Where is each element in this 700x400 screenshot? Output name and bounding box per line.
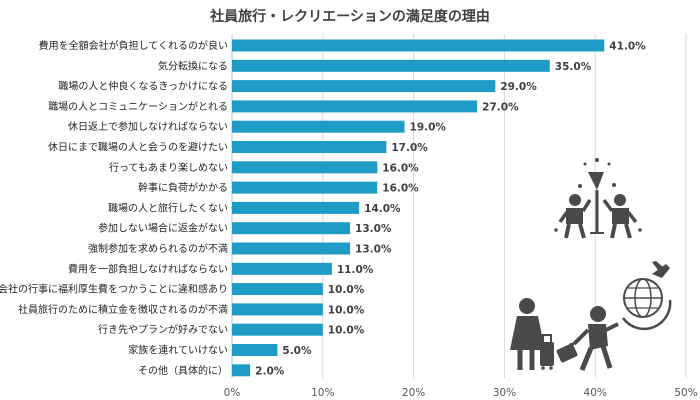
category-label: 費用を全額会社が負担してくれるのが良い: [39, 39, 228, 52]
bar: [232, 262, 332, 275]
value-label: 10.0%: [328, 284, 365, 296]
party-people-icon: [554, 158, 642, 239]
bar: [232, 39, 605, 52]
category-label: 職場の人と仲良くなるきっかけになる: [58, 80, 228, 93]
bar: [232, 283, 323, 296]
value-label: 14.0%: [364, 203, 401, 215]
x-tick-label: 30%: [493, 387, 516, 399]
bar: [232, 141, 387, 153]
bar: [232, 181, 378, 194]
bar: [232, 80, 496, 93]
value-label: 17.0%: [391, 142, 428, 154]
bar: [232, 120, 405, 133]
category-label: 強制参加を求められるのが不満: [88, 242, 228, 255]
value-label: 27.0%: [482, 101, 519, 113]
category-label: 費用を一部負担しなければならない: [68, 262, 228, 275]
bar: [232, 242, 351, 255]
value-label: 2.0%: [255, 365, 285, 377]
travelers-luggage-icon: [510, 298, 619, 371]
bar: [232, 201, 360, 214]
value-label: 41.0%: [609, 41, 646, 53]
value-label: 11.0%: [337, 264, 374, 276]
bar: [232, 323, 323, 336]
globe-airplane-icon: [621, 261, 672, 331]
bar: [232, 364, 251, 377]
value-label: 13.0%: [355, 244, 392, 256]
category-label: 行ってもあまり楽しめない: [109, 161, 228, 174]
bar: [232, 161, 378, 174]
category-label: 行き先やプランが好みでない: [98, 323, 228, 336]
value-label: 10.0%: [328, 304, 365, 316]
x-tick-label: 50%: [674, 387, 697, 399]
category-label: 職場の人と旅行したくない: [108, 201, 228, 214]
value-label: 35.0%: [555, 61, 592, 73]
value-label: 16.0%: [382, 183, 419, 195]
bar: [232, 303, 323, 316]
value-label: 19.0%: [410, 122, 447, 134]
category-label: 休日にまで職場の人と会うのを避けたい: [48, 141, 228, 154]
category-label: 家族を連れていけない: [128, 344, 228, 357]
bar: [232, 222, 351, 235]
value-label: 10.0%: [328, 325, 365, 337]
bar: [232, 59, 550, 72]
value-label: 29.0%: [500, 81, 537, 93]
category-label: 会社の行事に福利厚生費をつかうことに違和感あり: [0, 283, 228, 296]
x-tick-label: 40%: [584, 387, 607, 399]
value-label: 13.0%: [355, 223, 392, 235]
category-label: その他（具体的に）: [138, 364, 228, 377]
category-label: 休日返上で参加しなければならない: [68, 120, 228, 133]
x-tick-label: 10%: [311, 387, 334, 399]
x-tick-label: 0%: [224, 387, 241, 399]
category-label: 気分転換になる: [158, 59, 228, 72]
chart-title: 社員旅行・レクリエーションの満足度の理由: [210, 9, 490, 25]
category-label: 幹事に負荷がかかる: [138, 181, 228, 194]
x-tick-label: 20%: [402, 387, 425, 399]
value-label: 16.0%: [382, 162, 419, 174]
category-label: 社員旅行のために積立金を徴収されるのが不満: [18, 303, 228, 316]
bar: [232, 100, 478, 113]
category-label: 職場の人とコミュニケーションがとれる: [48, 100, 228, 113]
category-label: 参加しない場合に返金がない: [98, 222, 228, 235]
value-label: 5.0%: [282, 345, 312, 357]
bar: [232, 344, 278, 356]
